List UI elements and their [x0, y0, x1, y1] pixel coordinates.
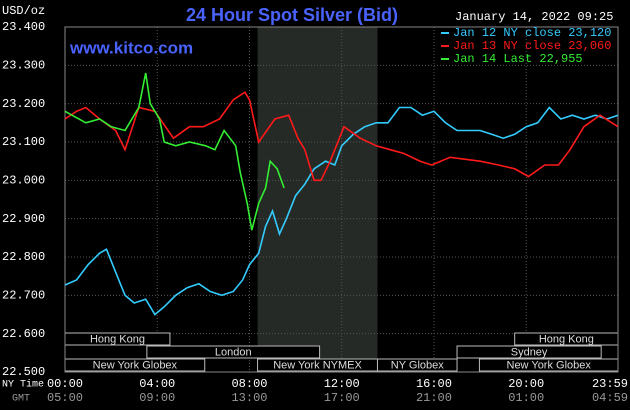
session-label: New York Globex — [507, 359, 592, 371]
x-tick-label: 08:00 — [231, 377, 267, 391]
legend-label: Jan 13 NY close 23,060 — [453, 39, 611, 53]
y-tick-label: 22.500 — [2, 365, 45, 379]
x2-tick-label: 04:59 — [592, 391, 628, 405]
x2-tick-label: 05:00 — [47, 391, 83, 405]
chart-title: 24 Hour Spot Silver (Bid) — [186, 5, 398, 25]
y-tick-label: 22.600 — [2, 327, 45, 341]
x2-tick-label: 17:00 — [324, 391, 360, 405]
session-bar — [376, 358, 458, 372]
session-label: London — [215, 346, 252, 358]
x-axis-label: NY Time — [2, 379, 44, 391]
x-tick-label: 04:00 — [139, 377, 175, 391]
x2-tick-label: 01:00 — [508, 391, 544, 405]
highlight-region — [257, 27, 378, 372]
x2-tick-label: 09:00 — [139, 391, 175, 405]
chart-subtitle: January 14, 2022 09:25 — [455, 10, 613, 24]
session-label: New York NYMEX — [273, 359, 362, 371]
x2-tick-label: 21:00 — [416, 391, 452, 405]
x-tick-label: 12:00 — [324, 377, 360, 391]
y-tick-label: 23.000 — [2, 174, 45, 188]
legend-label: Jan 12 NY close 23,120 — [453, 26, 611, 40]
session-label: New York Globex — [93, 359, 178, 371]
series-line — [64, 106, 619, 316]
session-label: Sydney — [511, 346, 548, 358]
y-tick-label: 23.400 — [2, 20, 45, 34]
x-tick-label: 20:00 — [508, 377, 544, 391]
y-tick-label: 22.900 — [2, 212, 45, 226]
y-axis-label: USD/oz — [2, 4, 45, 18]
x-tick-label: 23:59 — [592, 377, 628, 391]
site-annotation: www.kitco.com — [69, 38, 193, 57]
session-label: NY Globex — [391, 359, 444, 371]
y-tick-label: 22.800 — [2, 250, 45, 264]
session-label: Hong Kong — [90, 333, 145, 345]
y-tick-label: 23.200 — [2, 97, 45, 111]
x2-axis-label: GMT — [12, 394, 30, 405]
series-line — [64, 91, 619, 182]
y-tick-label: 23.100 — [2, 135, 45, 149]
y-tick-label: 22.700 — [2, 289, 45, 303]
x2-tick-label: 13:00 — [231, 391, 267, 405]
legend-label: Jan 14 Last 22,955 — [453, 52, 583, 66]
plot-frame — [64, 26, 619, 373]
series-line — [64, 72, 285, 231]
x-tick-label: 16:00 — [416, 377, 452, 391]
y-tick-label: 23.300 — [2, 59, 45, 73]
session-label: Hong Kong — [539, 333, 594, 345]
x-tick-label: 00:00 — [47, 377, 83, 391]
session-bar — [456, 345, 602, 359]
session-bar — [146, 345, 321, 359]
